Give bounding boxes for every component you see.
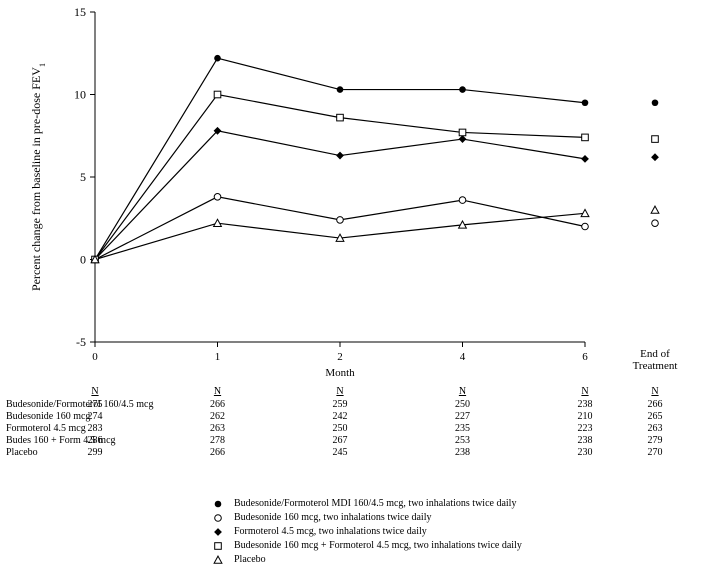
legend-label: Budesonide/Formoterol MDI 160/4.5 mcg, t… [234, 498, 516, 509]
series-marker-bf [652, 99, 659, 106]
legend-marker-bf-icon [210, 498, 230, 512]
legend-label: Placebo [234, 554, 266, 565]
n-cell: 238 [443, 447, 483, 458]
series-marker-bf [459, 86, 466, 93]
legend-marker-bf-icon [215, 501, 222, 508]
legend-item-placebo: Placebo [210, 554, 670, 568]
y-tick-label: 5 [80, 170, 86, 184]
legend-marker-bud_plus_form-icon [210, 540, 230, 554]
n-cell: 235 [443, 423, 483, 434]
n-header: N [635, 386, 675, 397]
y-tick-label: -5 [76, 335, 86, 349]
n-header: N [565, 386, 605, 397]
series-marker-form [651, 153, 659, 161]
n-cell: 250 [443, 399, 483, 410]
series-marker-bf [582, 99, 589, 106]
series-marker-bud [582, 223, 589, 230]
series-marker-bf [337, 86, 344, 93]
n-cell: 210 [565, 411, 605, 422]
legend-item-bud: Budesonide 160 mcg, two inhalations twic… [210, 512, 670, 526]
series-marker-bud_plus_form [582, 134, 589, 141]
n-cell: 242 [320, 411, 360, 422]
n-cell: 263 [635, 423, 675, 434]
n-cell: 270 [635, 447, 675, 458]
n-header: N [75, 386, 115, 397]
n-cell: 299 [75, 447, 115, 458]
legend-marker-form-icon [214, 528, 222, 536]
legend-label: Budesonide 160 mcg, two inhalations twic… [234, 512, 431, 523]
n-header: N [320, 386, 360, 397]
n-cell: 267 [320, 435, 360, 446]
x-tick-end-of-treatment: End ofTreatment [615, 348, 695, 372]
n-cell: 250 [320, 423, 360, 434]
legend-marker-bud-icon [210, 512, 230, 526]
n-cell: 278 [198, 435, 238, 446]
y-tick-label: 15 [74, 5, 86, 19]
y-tick-label: 10 [74, 88, 86, 102]
n-cell: 265 [635, 411, 675, 422]
series-marker-form [581, 155, 589, 163]
series-marker-bud [214, 194, 221, 201]
n-cell: 227 [443, 411, 483, 422]
x-tick-eot-line2: Treatment [633, 360, 678, 372]
x-tick-label: 6 [582, 351, 588, 363]
n-header: N [198, 386, 238, 397]
series-marker-bud_plus_form [337, 114, 344, 121]
n-cell: 266 [198, 447, 238, 458]
series-marker-placebo [214, 219, 222, 226]
y-tick-label: 0 [80, 253, 86, 267]
series-marker-bud [459, 197, 466, 204]
series-marker-form [459, 135, 467, 143]
n-cell: 266 [198, 399, 238, 410]
series-marker-bud [652, 220, 659, 227]
series-marker-bf [214, 55, 221, 62]
series-marker-bud_plus_form [214, 91, 221, 98]
n-cell: 286 [75, 435, 115, 446]
series-marker-form [336, 152, 344, 160]
legend-marker-bud-icon [215, 515, 222, 522]
fev1-chart: -5051015Percent change from baseline in … [0, 0, 709, 385]
legend-label: Budesonide 160 mcg + Formoterol 4.5 mcg,… [234, 540, 522, 551]
n-row-label: Placebo [6, 447, 38, 458]
n-cell: 275 [75, 399, 115, 410]
x-tick-label: 4 [460, 351, 466, 363]
n-cell: 238 [565, 435, 605, 446]
legend-label: Formoterol 4.5 mcg, two inhalations twic… [234, 526, 427, 537]
series-line-bud [95, 197, 585, 260]
n-cell: 253 [443, 435, 483, 446]
figure-root: { "chart": { "type": "line", "width": 70… [0, 0, 709, 578]
legend-item-bud_plus_form: Budesonide 160 mcg + Formoterol 4.5 mcg,… [210, 540, 670, 554]
n-cell: 223 [565, 423, 605, 434]
x-tick-label: 0 [92, 351, 98, 363]
n-header: N [443, 386, 483, 397]
series-marker-placebo [651, 206, 659, 213]
series-marker-bud [337, 217, 344, 224]
n-row-label: Formoterol 4.5 mcg [6, 423, 86, 434]
x-tick-eot-line1: End of [640, 348, 670, 360]
legend-item-bf: Budesonide/Formoterol MDI 160/4.5 mcg, t… [210, 498, 670, 512]
legend-marker-placebo-icon [214, 556, 222, 563]
n-cell: 230 [565, 447, 605, 458]
n-cell: 274 [75, 411, 115, 422]
n-cell: 245 [320, 447, 360, 458]
n-cell: 263 [198, 423, 238, 434]
series-marker-bud_plus_form [459, 129, 466, 136]
n-cell: 259 [320, 399, 360, 410]
x-tick-label: 2 [337, 351, 343, 363]
legend-marker-placebo-icon [210, 554, 230, 568]
n-cell: 279 [635, 435, 675, 446]
n-cell: 283 [75, 423, 115, 434]
x-axis-label: Month [325, 367, 355, 379]
n-cell: 238 [565, 399, 605, 410]
series-marker-bud_plus_form [652, 136, 659, 143]
y-axis-label: Percent change from baseline in pre-dose… [29, 63, 47, 291]
n-cell: 262 [198, 411, 238, 422]
x-tick-label: 1 [215, 351, 221, 363]
legend-item-form: Formoterol 4.5 mcg, two inhalations twic… [210, 526, 670, 540]
legend-marker-form-icon [210, 526, 230, 540]
legend-marker-bud_plus_form-icon [215, 543, 222, 550]
n-cell: 266 [635, 399, 675, 410]
